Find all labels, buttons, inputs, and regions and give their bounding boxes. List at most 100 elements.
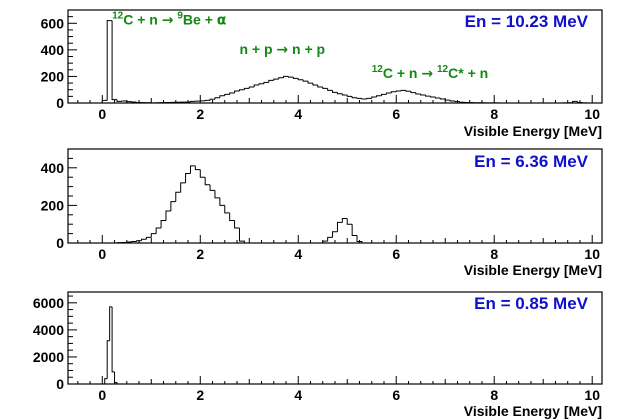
histogram-bin xyxy=(336,92,343,95)
histogram-bin xyxy=(238,227,245,243)
histogram-bin xyxy=(170,201,176,212)
y-tick-label: 0 xyxy=(56,95,64,111)
beam-energy-label: En = 10.23 MeV xyxy=(465,12,589,31)
histogram-bin xyxy=(150,233,157,238)
histogram-bin xyxy=(366,97,372,100)
histogram-bin xyxy=(283,75,289,78)
y-tick-label: 400 xyxy=(41,160,65,176)
histogram-bin xyxy=(346,95,353,97)
histogram-bin xyxy=(131,241,137,243)
histogram-bin xyxy=(302,79,309,82)
histogram-bin xyxy=(385,92,392,95)
histogram-bin xyxy=(273,78,279,81)
x-tick-label: 8 xyxy=(490,246,498,262)
histogram-bin xyxy=(322,87,328,89)
histogram-bin xyxy=(351,224,358,236)
x-tick-label: 2 xyxy=(196,106,204,122)
histogram-bin xyxy=(136,240,142,242)
histogram-bin xyxy=(336,221,343,232)
histogram-bin xyxy=(194,165,201,171)
y-tick-label: 200 xyxy=(41,68,65,84)
histogram-bin xyxy=(371,96,377,99)
histogram-bin xyxy=(248,86,255,89)
histogram-bin xyxy=(400,89,407,92)
histogram-bin xyxy=(434,97,441,99)
x-tick-label: 0 xyxy=(98,387,106,403)
histogram-bin xyxy=(410,91,416,94)
y-tick-label: 200 xyxy=(41,197,65,213)
y-tick-label: 0 xyxy=(56,376,64,392)
histogram-bin xyxy=(175,191,181,202)
y-tick-label: 2000 xyxy=(33,349,64,365)
histogram-bin xyxy=(390,91,397,94)
y-tick-label: 6000 xyxy=(33,295,64,311)
x-tick-label: 2 xyxy=(196,246,204,262)
histogram-bin xyxy=(140,238,147,241)
x-axis-title: Visible Energy [MeV] xyxy=(464,123,602,139)
x-tick-label: 8 xyxy=(490,106,498,122)
histogram-panel-2: 0 2 4 6 8 10 0 200 400 Visible Energy [MeV] En = 6… xyxy=(41,148,603,278)
histogram-bin xyxy=(111,20,117,101)
histogram-bin xyxy=(346,218,353,225)
histogram-bin xyxy=(114,371,118,384)
histogram-bin xyxy=(278,77,284,80)
x-tick-label: 4 xyxy=(294,246,302,262)
histogram-bin xyxy=(572,100,578,103)
x-tick-label: 4 xyxy=(294,387,302,403)
histogram-bin xyxy=(204,177,211,186)
histogram-bin xyxy=(317,85,323,88)
histogram-bin xyxy=(214,97,220,100)
histogram-bin xyxy=(234,90,240,94)
reaction-annotation-elastic-np: n + p → n + p xyxy=(239,41,325,58)
histogram-bin xyxy=(106,340,110,379)
beam-energy-label: En = 0.85 MeV xyxy=(474,294,589,313)
y-tick-label: 600 xyxy=(41,15,65,31)
histogram-bin xyxy=(199,169,206,178)
histogram-bin xyxy=(430,96,436,98)
histogram-bin xyxy=(229,212,235,221)
histogram-bin xyxy=(395,90,402,92)
histogram-bin xyxy=(459,101,465,103)
histogram-bin xyxy=(405,90,411,92)
x-tick-label: 10 xyxy=(584,387,600,403)
histogram-bin xyxy=(444,99,451,101)
x-tick-label: 6 xyxy=(392,246,400,262)
x-tick-label: 6 xyxy=(392,387,400,403)
histogram-bin xyxy=(116,99,122,102)
histogram-bin xyxy=(439,97,446,100)
histogram-bin xyxy=(449,100,456,102)
histogram-bin xyxy=(327,236,333,242)
x-tick-label: 6 xyxy=(392,106,400,122)
histogram-bin xyxy=(219,95,225,98)
histogram-bin xyxy=(106,20,113,101)
x-tick-label: 10 xyxy=(584,106,600,122)
histogram-bin xyxy=(307,81,313,84)
histogram-bin xyxy=(341,218,348,223)
histogram-bin xyxy=(292,77,299,79)
y-tick-label: 0 xyxy=(56,235,64,251)
reaction-annotation-carbon-excited: 12C + n → 12C* + n xyxy=(372,64,488,82)
histogram-bin xyxy=(258,83,264,86)
histogram-bin xyxy=(415,92,421,95)
histogram-bin xyxy=(189,165,196,174)
histogram-bin xyxy=(224,205,230,214)
x-tick-label: 0 xyxy=(98,246,106,262)
histogram-bin xyxy=(454,101,460,103)
histogram-bin xyxy=(263,81,269,84)
histogram-bin xyxy=(332,231,338,238)
histogram-bin xyxy=(109,306,113,341)
histogram-bin xyxy=(104,378,108,384)
histogram-bin xyxy=(312,83,318,86)
histogram-bin xyxy=(204,99,211,101)
histogram-bin xyxy=(361,98,367,100)
histogram-bin xyxy=(287,76,294,78)
histogram-bin xyxy=(145,236,152,240)
histogram-bin xyxy=(209,184,215,191)
histogram-panel-1: 0 2 4 6 8 10 0 200 400 600 Visible Energy [MeV] En … xyxy=(41,9,603,139)
histogram-bin xyxy=(351,96,358,99)
x-tick-label: 0 xyxy=(98,106,106,122)
histogram-bin xyxy=(332,90,338,93)
histogram-bin xyxy=(180,182,186,193)
